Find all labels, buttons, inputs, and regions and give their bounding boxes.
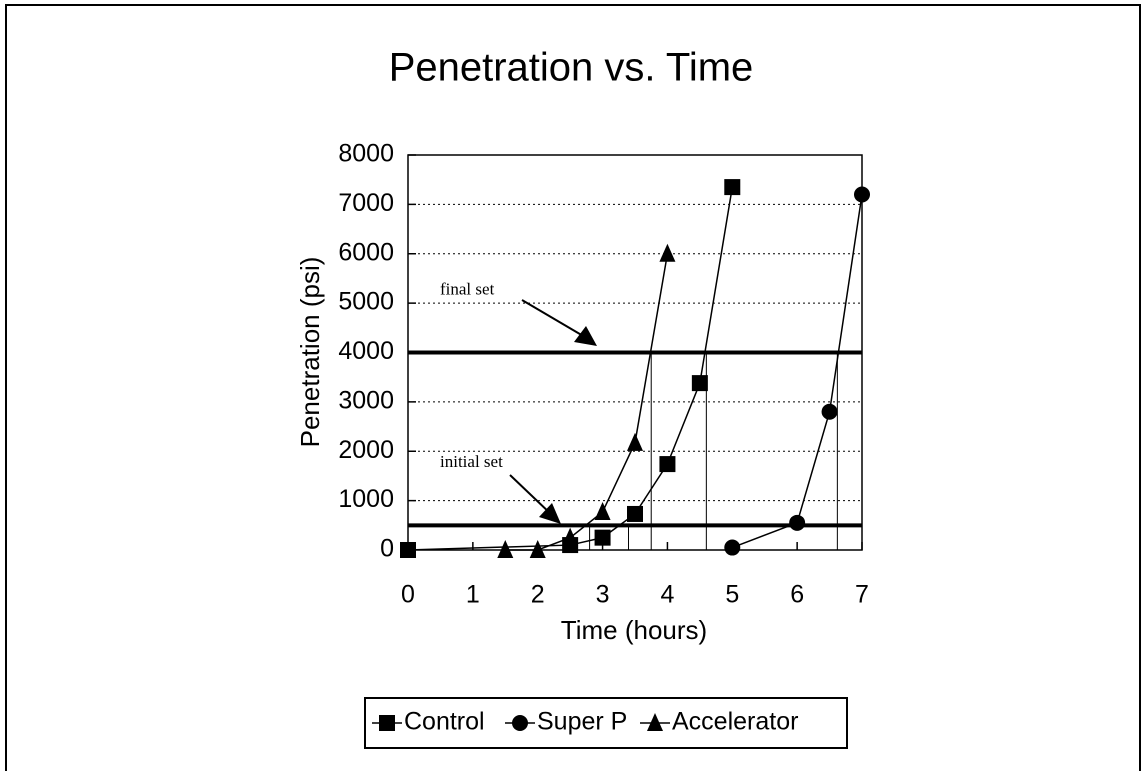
marker (400, 542, 416, 558)
marker (512, 715, 528, 731)
chart-title: Penetration vs. Time (389, 46, 754, 90)
x-tick-label: 2 (531, 581, 545, 609)
marker (497, 540, 514, 558)
x-tick-label: 4 (660, 581, 674, 609)
marker (691, 375, 708, 392)
y-tick-label: 0 (380, 535, 394, 563)
marker (594, 501, 611, 520)
legend-label: Super P (537, 708, 627, 736)
y-tick-label: 3000 (338, 386, 394, 414)
x-tick-label: 1 (466, 581, 480, 609)
marker (821, 403, 838, 420)
legend (364, 697, 848, 749)
series-line (732, 194, 863, 549)
marker (529, 540, 546, 558)
arrow-head (539, 503, 561, 524)
x-axis-label: Time (hours) (561, 615, 707, 645)
y-tick-label: 1000 (338, 485, 394, 513)
x-tick-label: 7 (855, 581, 869, 609)
x-tick-label: 0 (401, 581, 415, 609)
y-tick-label: 7000 (338, 189, 394, 217)
annotation: final set (440, 279, 495, 298)
y-tick-label: 2000 (338, 436, 394, 464)
marker (789, 514, 806, 531)
legend-label: Control (404, 708, 485, 736)
y-axis-label: Penetration (psi) (295, 257, 325, 448)
frame (5, 4, 1141, 771)
marker (659, 456, 676, 473)
marker (659, 243, 676, 262)
marker (562, 527, 579, 546)
arrow (509, 474, 554, 517)
y-tick-label: 5000 (338, 288, 394, 316)
marker (594, 529, 611, 546)
annotation: initial set (440, 452, 503, 471)
marker (647, 713, 663, 731)
y-tick-label: 6000 (338, 238, 394, 266)
series-line (407, 186, 734, 551)
marker (627, 505, 643, 522)
y-tick-label: 8000 (338, 140, 394, 168)
marker (854, 186, 870, 203)
x-tick-label: 5 (725, 581, 739, 609)
legend-label: Accelerator (672, 708, 798, 736)
marker (379, 715, 395, 731)
arrow (521, 299, 591, 341)
x-tick-label: 6 (790, 581, 804, 609)
y-tick-label: 4000 (338, 337, 394, 365)
x-tick-label: 3 (596, 581, 610, 609)
marker (724, 539, 741, 556)
marker (724, 179, 741, 196)
series-line (505, 253, 669, 551)
arrow-head (574, 326, 597, 346)
marker (627, 432, 643, 451)
